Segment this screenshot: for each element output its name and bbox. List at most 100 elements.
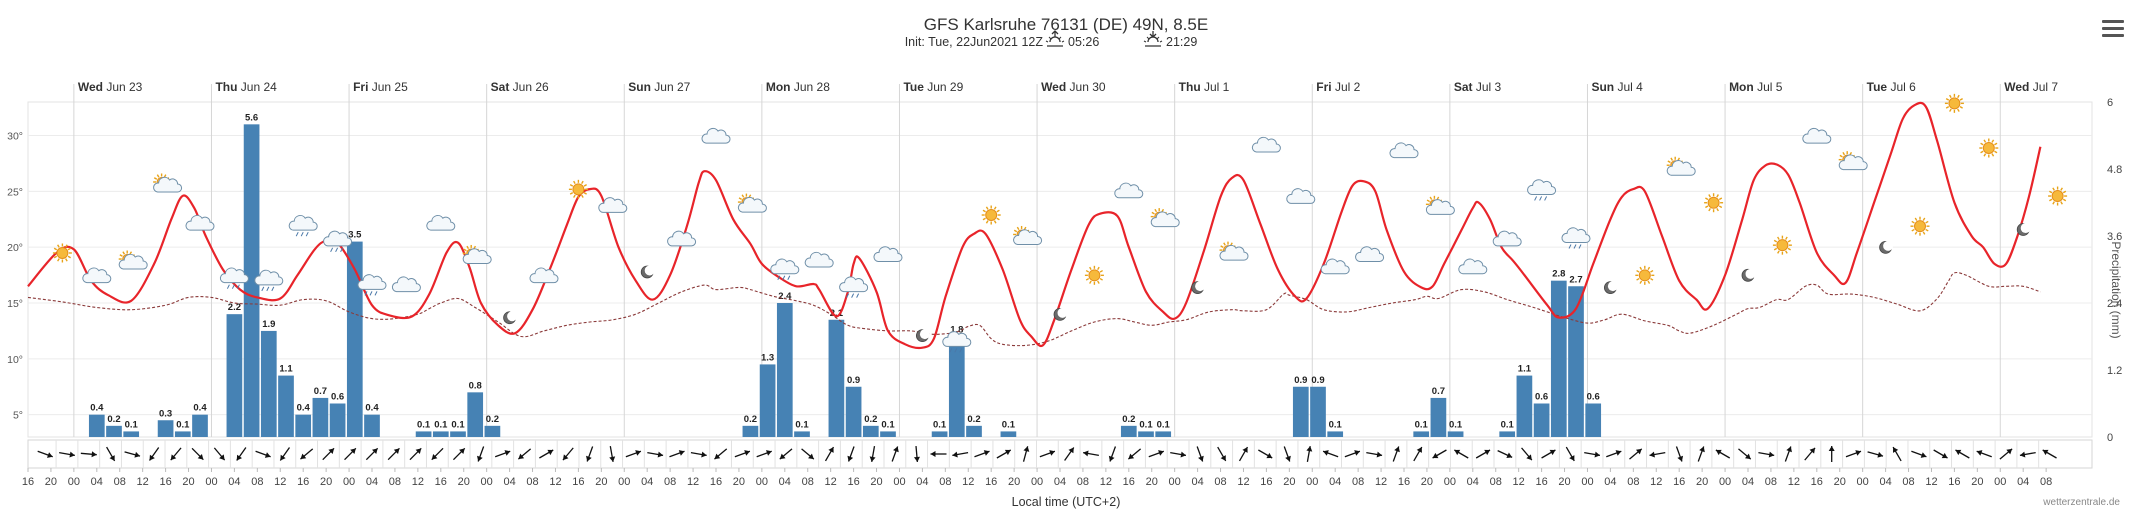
- wind-arrow: [124, 451, 141, 458]
- sun-ray: [1980, 142, 1984, 146]
- x-tick-label: 12: [412, 476, 424, 488]
- sun-ray: [1925, 220, 1929, 224]
- cloud-icon: [1355, 246, 1385, 262]
- dewpoint-line: [27, 271, 2041, 347]
- sun-ray: [1718, 197, 1723, 201]
- cloud-shape: [529, 267, 559, 284]
- precip-bar: [1155, 431, 1172, 437]
- precip-bar-label: 2.4: [778, 291, 792, 302]
- cloud-shape: [462, 248, 492, 264]
- x-tick-label: 20: [1971, 476, 1983, 488]
- x-tick-label: 20: [1834, 476, 1846, 488]
- wind-arrow: [1497, 450, 1513, 458]
- cloud-icon: [1458, 258, 1488, 275]
- wind-arrow-head: [635, 450, 641, 456]
- x-axis-title: Local time (UTC+2): [1012, 495, 1121, 509]
- x-tick-label: 16: [22, 476, 34, 488]
- precip-bar: [260, 330, 277, 437]
- sun-ray: [1914, 231, 1918, 235]
- rain-drop: [1534, 196, 1538, 201]
- sun-ray: [1945, 105, 1950, 109]
- rain-cloud-icon: [942, 331, 972, 353]
- rain-drop: [335, 247, 339, 253]
- chart-menu-button[interactable]: [2102, 20, 2124, 38]
- precip-bar-label: 0.2: [864, 414, 877, 425]
- wind-arrow: [1999, 448, 2013, 460]
- wind-arrow-head: [808, 453, 814, 460]
- x-tick-label: 16: [1948, 476, 1960, 488]
- wind-arrow: [1039, 450, 1056, 458]
- day-label: Wed Jun 23: [78, 80, 143, 94]
- sun-ray: [1949, 94, 1952, 99]
- wind-arrow-head: [983, 450, 990, 456]
- day-label: Sun Jun 27: [628, 80, 690, 94]
- wind-arrow: [1804, 447, 1816, 461]
- wind-arrow: [1784, 446, 1792, 462]
- precip-bar: [346, 241, 363, 437]
- sun-ray: [1959, 97, 1963, 101]
- sun-ray: [581, 180, 584, 185]
- sun-icon: [1979, 138, 1999, 158]
- rain-drop: [236, 284, 240, 289]
- sun-ray: [1922, 217, 1926, 221]
- sun-ray: [2062, 198, 2067, 202]
- x-tick-label: 08: [664, 476, 676, 488]
- wind-arrow-head: [1677, 455, 1684, 462]
- sun-ray: [982, 217, 986, 221]
- cloud-icon: [391, 276, 421, 293]
- precip-bar-label: 0.1: [434, 419, 448, 430]
- credit-text[interactable]: wetterzentrale.de: [2043, 497, 2120, 508]
- rain-cloud-icon: [288, 214, 318, 237]
- wind-arrow-head: [69, 451, 75, 458]
- sun-ray: [1922, 231, 1926, 235]
- wind-arrow-head: [1484, 449, 1491, 456]
- day-label: Tue Jun 29: [903, 80, 963, 94]
- sun-ray: [53, 255, 58, 259]
- precip-bar: [106, 425, 122, 437]
- x-tick-label: 16: [1260, 476, 1272, 488]
- x-tick-label: 08: [526, 476, 538, 488]
- wind-arrow-head: [869, 456, 876, 462]
- precip-bar-label: 0.1: [176, 419, 190, 430]
- precip-bar: [364, 414, 380, 437]
- rain-drop: [777, 275, 781, 280]
- wind-arrow: [431, 447, 444, 461]
- precip-bar-label: 0.1: [881, 419, 895, 430]
- wind-arrow: [213, 447, 226, 461]
- sunny-cloud-icon: [1150, 208, 1180, 228]
- precip-bar-label: 0.6: [331, 392, 344, 403]
- sun-ray: [1842, 151, 1846, 156]
- rain-drop: [330, 247, 334, 253]
- sun-ray: [1705, 197, 1709, 201]
- precip-bar: [312, 397, 329, 437]
- sun-ray: [1773, 247, 1778, 251]
- wind-arrow-head: [518, 453, 525, 460]
- sun-icon: [1084, 265, 1104, 285]
- cloud-shape: [942, 331, 972, 347]
- precip-bar: [759, 364, 776, 437]
- sun-ray: [1636, 277, 1640, 281]
- wind-arrow-head: [1744, 453, 1751, 460]
- wind-arrow: [1565, 446, 1575, 462]
- precip-bar-label: 2.8: [1552, 269, 1565, 280]
- x-tick-label: 00: [618, 476, 630, 488]
- sun-ray: [996, 209, 1000, 213]
- x-tick-label: 12: [1237, 476, 1249, 488]
- wind-arrow-head: [1715, 449, 1722, 456]
- rain-drop: [954, 348, 958, 353]
- precip-bar-label: 0.7: [1432, 386, 1445, 397]
- day-labels: Wed Jun 23 Thu Jun 24 Fri Jun 25 Sat Jun 26…: [78, 80, 2059, 94]
- x-tick-label: 08: [1627, 476, 1639, 488]
- wind-arrow-head: [1242, 447, 1248, 453]
- precip-bar-label: 0.4: [365, 403, 379, 414]
- wind-arrow: [1148, 450, 1165, 458]
- cloud-shape: [839, 276, 869, 293]
- day-label: Wed Jul 7: [2004, 80, 2058, 94]
- sunny-cloud-icon: [1838, 151, 1868, 171]
- wind-arrow-head: [744, 450, 750, 456]
- rain-drop: [1578, 244, 1582, 249]
- wind-arrow-head: [893, 446, 899, 453]
- wind-arrow-head: [1266, 452, 1273, 459]
- precip-axis-tick: 0: [2107, 432, 2113, 444]
- cloud-shape: [219, 267, 249, 284]
